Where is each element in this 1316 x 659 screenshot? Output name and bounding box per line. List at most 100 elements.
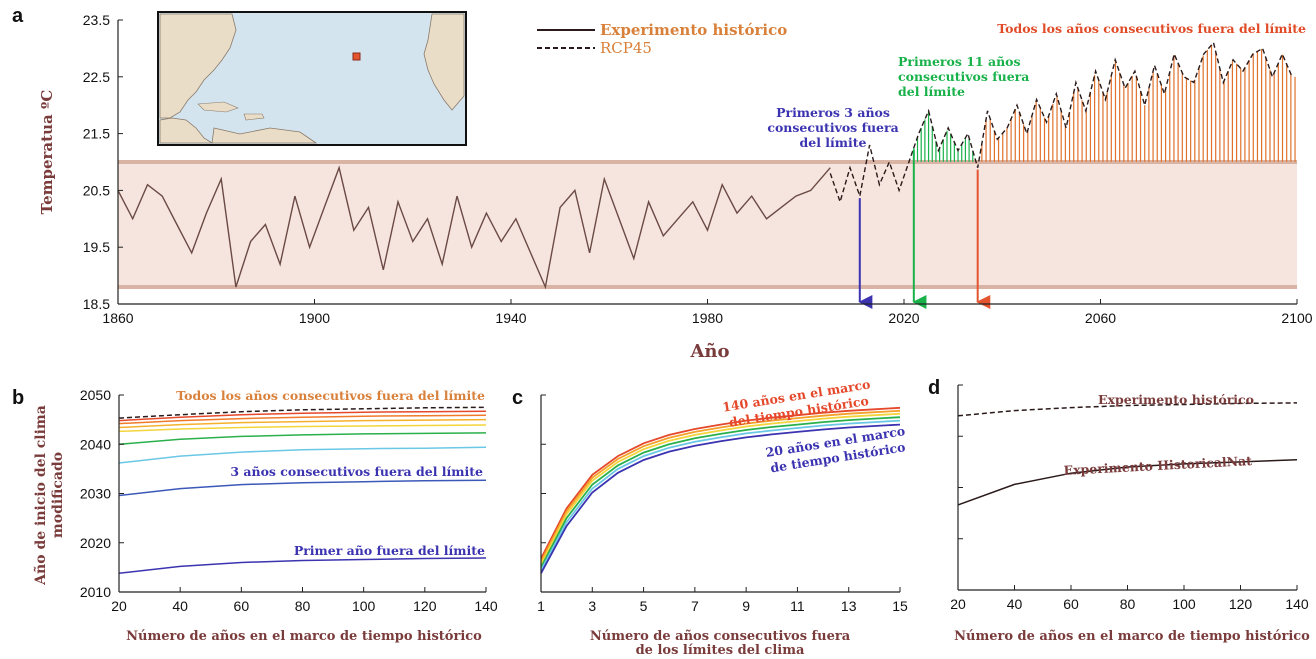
x-axis-label: Año xyxy=(689,341,729,362)
y-axis-label: Temperatua ºC xyxy=(38,90,56,215)
x-axis-label-line-1: Número de años consecutivos fuera xyxy=(590,629,851,644)
series-line xyxy=(118,406,487,419)
y-tick-label: 2050 xyxy=(80,387,111,403)
annotation-first-year: Primer año fuera del límite xyxy=(294,543,485,558)
x-tick-label: 100 xyxy=(352,598,376,614)
y-ticks: 2010 2020 2030 2040 2050 xyxy=(80,387,124,600)
panel-c: c 1 3 5 7 9 11 13 15 Número de años consecutivo… xyxy=(512,376,908,658)
x-ticks: 1 3 5 7 9 11 13 15 xyxy=(537,587,908,614)
x-ticks: 1860 1900 1940 1980 2020 2060 2100 xyxy=(102,299,1313,326)
annotation-historicalnat: Experimento HistoricalNat xyxy=(1063,453,1252,478)
x-tick-label: 80 xyxy=(295,598,311,614)
annotation-line-1: Primeros 11 años xyxy=(898,54,1021,69)
panel-letter-d: d xyxy=(928,377,940,399)
x-tick-label: 1900 xyxy=(299,310,330,326)
x-tick-label: 2020 xyxy=(888,310,919,326)
map-central-america xyxy=(159,117,214,144)
series-line xyxy=(957,459,1298,506)
series-line xyxy=(540,409,901,562)
x-tick-label: 2060 xyxy=(1085,310,1116,326)
y-ticks xyxy=(958,384,963,591)
x-tick-label: 3 xyxy=(588,598,596,614)
series-line xyxy=(118,479,487,497)
series-line xyxy=(540,406,901,559)
limit-band xyxy=(118,162,1297,287)
y-tick-label: 21.5 xyxy=(83,126,110,142)
x-tick-label: 1860 xyxy=(102,310,133,326)
x-tick-label: 60 xyxy=(234,598,250,614)
annotation-line-1: Primeros 3 años xyxy=(776,105,890,120)
x-tick-label: 9 xyxy=(742,598,750,614)
x-axis-label: Número de años en el marco de tiempo his… xyxy=(954,629,1310,644)
series-line xyxy=(540,416,901,568)
x-tick-label: 20 xyxy=(111,598,127,614)
series-line xyxy=(118,418,487,429)
y-tick-label: 2040 xyxy=(80,436,111,452)
panel-a: 1860 1900 1940 1980 2020 2060 2100 18.5 19.5 20.… xyxy=(12,5,1313,362)
series-lines xyxy=(957,402,1298,506)
y-axis-label-line-2: modificado xyxy=(50,452,66,538)
x-tick-label: 1940 xyxy=(495,310,526,326)
x-tick-label: 15 xyxy=(892,598,908,614)
y-tick-label: 22.5 xyxy=(83,69,110,85)
panel-letter-b: b xyxy=(12,387,24,409)
annotation-all-years: Todos los años consecutivos fuera del lí… xyxy=(176,388,485,403)
y-tick-label: 20.5 xyxy=(83,182,110,198)
y-tick-label: 2030 xyxy=(80,486,111,502)
y-tick-label: 23.5 xyxy=(83,12,110,28)
x-tick-label: 20 xyxy=(950,596,966,612)
map-hispaniola xyxy=(243,113,265,121)
series-line xyxy=(118,414,487,425)
x-tick-label: 13 xyxy=(841,598,857,614)
x-tick-label: 80 xyxy=(1120,596,1136,612)
series-line xyxy=(540,412,901,565)
x-tick-label: 2100 xyxy=(1281,310,1312,326)
x-tick-label: 7 xyxy=(691,598,699,614)
x-tick-label: 120 xyxy=(1229,596,1253,612)
series-line xyxy=(118,557,487,575)
series-line xyxy=(118,424,487,433)
green-spikes-group xyxy=(913,110,974,162)
series-lines xyxy=(540,406,901,574)
y-axis-label-line-1: Año de inicio del clima xyxy=(32,405,49,586)
x-tick-label: 100 xyxy=(1172,596,1196,612)
panel-letter-a: a xyxy=(12,5,24,27)
x-tick-label: 60 xyxy=(1063,596,1079,612)
x-axis-label: Número de años en el marco de tiempo his… xyxy=(126,629,482,644)
map-cuba xyxy=(197,101,239,113)
annotation-line-2: consecutivos fuera xyxy=(767,120,898,135)
annotation-20: 20 años en el marco de tiempo histórico xyxy=(765,423,907,475)
x-tick-label: 120 xyxy=(413,598,437,614)
series-lines xyxy=(118,406,487,575)
annotation-green: Primeros 11 años consecutivos fuera del … xyxy=(898,54,1029,99)
annotation-blue: Primeros 3 años consecutivos fuera del l… xyxy=(767,105,898,150)
y-tick-label: 19.5 xyxy=(83,239,110,255)
x-tick-label: 40 xyxy=(1007,596,1023,612)
annotation-historical: Experimento histórico xyxy=(1098,392,1254,407)
location-marker xyxy=(352,52,361,61)
y-tick-label: 2020 xyxy=(80,535,111,551)
annotation-140: 140 años en el marco del tiempo históric… xyxy=(721,376,871,429)
orange-spikes-group xyxy=(981,44,1296,162)
y-tick-label: 2010 xyxy=(80,584,111,600)
annotation-line-3: del límite xyxy=(898,84,965,99)
series-line xyxy=(118,410,487,422)
y-ticks: 18.5 19.5 20.5 21.5 22.5 23.5 xyxy=(83,12,123,312)
x-tick-label: 1 xyxy=(537,598,545,614)
annotation-line-3: del límite xyxy=(800,135,867,150)
annotation-line-2: consecutivos fuera xyxy=(898,69,1029,84)
map-africa xyxy=(423,13,465,111)
panel-letter-c: c xyxy=(512,387,523,409)
x-ticks: 20 40 60 80 100 120 140 xyxy=(111,587,498,614)
series-line xyxy=(118,446,487,464)
series-line xyxy=(540,423,901,574)
panel-d: d 20 40 60 80 100 120 140 Número de años en el… xyxy=(928,377,1310,644)
x-ticks: 20 40 60 80 100 120 140 xyxy=(950,585,1309,612)
legend-rcp45-label: RCP45 xyxy=(600,39,652,57)
panel-b: b 20 40 60 80 100 120 140 20102020203020402050… xyxy=(12,387,498,644)
y-ticks xyxy=(541,394,546,593)
arrows-group xyxy=(858,149,991,309)
x-tick-label: 11 xyxy=(790,598,805,614)
series-line xyxy=(957,402,1298,417)
